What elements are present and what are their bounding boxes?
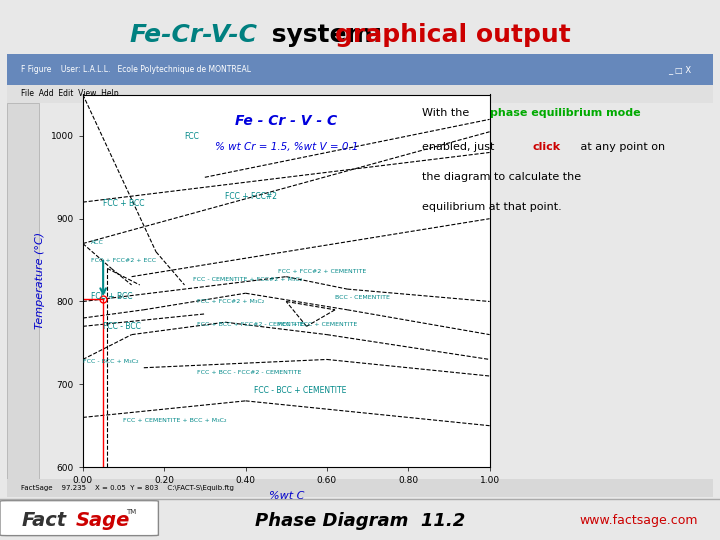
Text: FCC + BCC + FCC#2 - CEMENTITE: FCC + BCC + FCC#2 - CEMENTITE [197,321,304,327]
Text: click: click [532,141,560,152]
Text: FCC + BCC: FCC + BCC [103,199,145,208]
Text: phase equilibrium mode: phase equilibrium mode [490,109,641,118]
Text: TM: TM [126,509,136,515]
FancyBboxPatch shape [7,479,713,497]
Text: FCC - BCC + CEMENTITE: FCC - BCC + CEMENTITE [253,386,346,395]
Text: FCC + FCC#2 + M₃C₂: FCC + FCC#2 + M₃C₂ [197,299,264,304]
FancyBboxPatch shape [7,103,39,497]
Text: FCC + BCC: FCC + BCC [91,293,132,301]
Text: BCC - CEMENTITE: BCC - CEMENTITE [335,295,390,300]
Text: FCC + CEMENTITE + BCC + M₃C₂: FCC + CEMENTITE + BCC + M₃C₂ [124,418,227,423]
Text: FCC - CEMENTITE + FCC#2 + M₃C₂: FCC - CEMENTITE + FCC#2 + M₃C₂ [193,277,302,282]
Text: system:: system: [263,23,391,47]
FancyBboxPatch shape [7,85,713,103]
Text: FCC + ECC + CEMENTITE: FCC + ECC + CEMENTITE [278,321,357,327]
Text: FactSage    97.235    X = 0.05  Y = 803    C:\FACT-S\Equib.ftg: FactSage 97.235 X = 0.05 Y = 803 C:\FACT… [22,485,234,491]
Text: FCC: FCC [184,132,199,141]
Y-axis label: Temperature (°C): Temperature (°C) [35,232,45,329]
Text: FCC - BCC: FCC - BCC [103,322,141,331]
Text: the diagram to calculate the: the diagram to calculate the [422,172,581,182]
Text: Phase Diagram  11.2: Phase Diagram 11.2 [255,511,465,530]
Text: enabled, just: enabled, just [422,141,498,152]
Text: Sage: Sage [76,511,130,530]
Text: FCC + FCC#2 + ECC: FCC + FCC#2 + ECC [91,258,156,263]
Text: www.factsage.com: www.factsage.com [580,514,698,527]
Text: _ □ X: _ □ X [668,65,692,74]
Text: F Figure    User: L.A.L.L.   Ecole Polytechnique de MONTREAL: F Figure User: L.A.L.L. Ecole Polytechni… [22,65,251,74]
FancyBboxPatch shape [0,501,158,536]
Text: FCC + FCC#2: FCC + FCC#2 [225,192,277,201]
Text: File  Add  Edit  View  Help: File Add Edit View Help [22,89,119,98]
Text: With the: With the [422,109,472,118]
Text: at any point on: at any point on [577,141,665,152]
FancyBboxPatch shape [7,54,713,85]
Text: FCC - BCC + M₃C₂: FCC - BCC + M₃C₂ [83,359,138,364]
Text: Fe-Cr-V-C: Fe-Cr-V-C [130,23,258,47]
Text: Fact: Fact [22,511,67,530]
Text: FCC + FCC#2 + CEMENTITE: FCC + FCC#2 + CEMENTITE [278,269,366,274]
Text: FCC + BCC - FCC#2 - CEMENTITE: FCC + BCC - FCC#2 - CEMENTITE [197,370,301,375]
Text: ACC: ACC [91,240,104,245]
Text: equilibrium at that point.: equilibrium at that point. [422,202,562,212]
X-axis label: %wt C: %wt C [269,491,304,501]
Text: % wt Cr = 1.5, %wt V = 0.1: % wt Cr = 1.5, %wt V = 0.1 [215,141,358,152]
Text: Fe - Cr - V - C: Fe - Cr - V - C [235,113,337,127]
Text: graphical output: graphical output [335,23,570,47]
